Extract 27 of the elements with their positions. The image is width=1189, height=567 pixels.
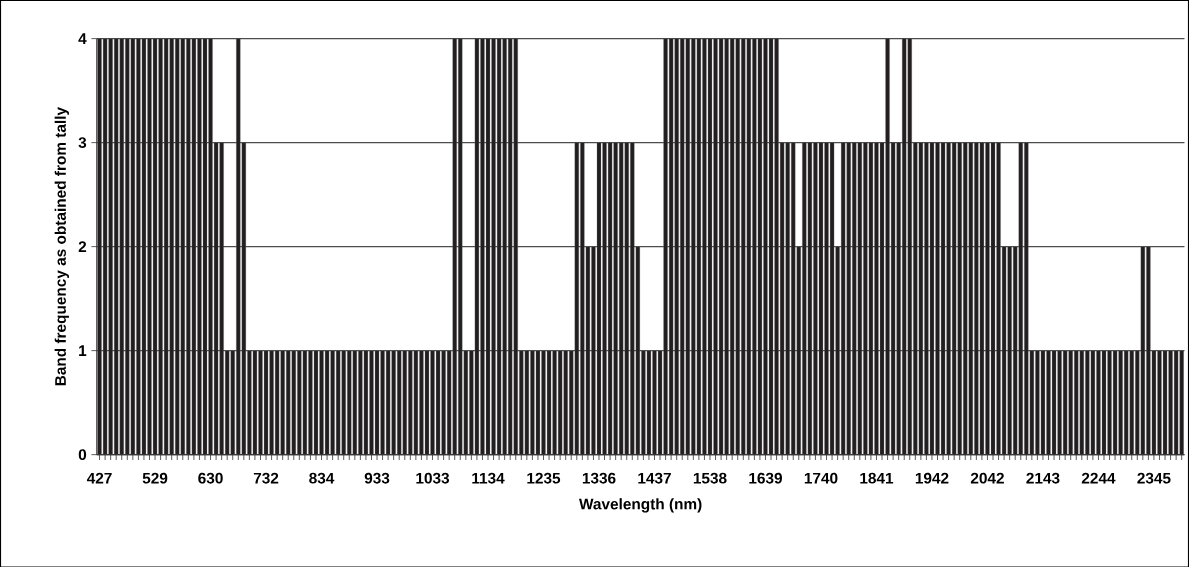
y-tick-label: 2	[78, 241, 87, 252]
x-tick-label: 1134	[472, 472, 505, 484]
y-tick-label: 4	[78, 33, 87, 44]
x-tick-label: 2042	[970, 472, 1004, 484]
x-tick-label: 1437	[638, 472, 671, 484]
x-tick-label: 427	[86, 472, 112, 484]
x-tick-label: 630	[198, 472, 223, 484]
x-tick-label: 1538	[693, 472, 727, 484]
x-tick-label: 1033	[416, 472, 450, 484]
x-tick-label: 1639	[749, 472, 782, 484]
x-tick-label: 2345	[1137, 472, 1171, 484]
x-tick-label: 1235	[527, 472, 561, 484]
x-tick-label: 2244	[1081, 472, 1116, 484]
x-tick-label: 529	[142, 472, 168, 484]
x-axis-title: Wavelength (nm)	[579, 497, 702, 513]
y-tick-label: 0	[78, 448, 87, 460]
x-tick-label: 2143	[1026, 472, 1060, 484]
x-tick-label: 834	[309, 472, 335, 484]
x-tick-label: 1841	[860, 472, 894, 484]
x-tick-label: 1740	[804, 472, 838, 484]
x-tick-label: 1336	[582, 472, 616, 484]
x-tick-label: 1942	[915, 472, 949, 484]
y-axis-title: Band frequency as obtained from tally	[54, 106, 69, 386]
x-tick-label: 732	[253, 472, 279, 484]
y-tick-label: 3	[78, 136, 87, 148]
y-tick-label: 1	[79, 345, 87, 356]
x-tick-label: 933	[364, 472, 390, 484]
